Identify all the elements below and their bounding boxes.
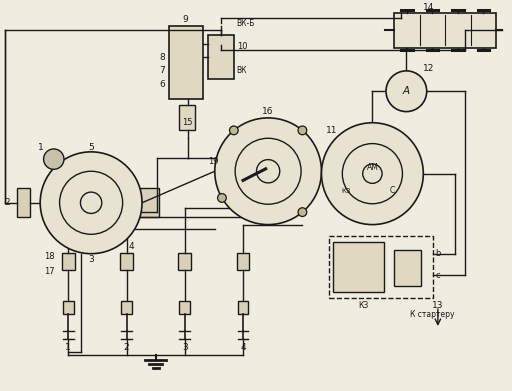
Text: КЗ: КЗ <box>358 301 369 310</box>
Bar <box>329 236 433 298</box>
Circle shape <box>298 208 307 217</box>
Text: 5: 5 <box>88 143 94 152</box>
Text: c: c <box>435 271 440 280</box>
Text: 13: 13 <box>432 301 443 310</box>
Text: 17: 17 <box>45 267 55 276</box>
Text: 12: 12 <box>423 64 435 73</box>
Bar <box>178 253 191 270</box>
Text: К стартеру: К стартеру <box>410 310 455 319</box>
Bar <box>394 13 496 48</box>
Text: 1: 1 <box>66 343 71 352</box>
Circle shape <box>215 118 322 224</box>
Bar <box>394 250 421 286</box>
Bar <box>179 105 196 130</box>
Text: 11: 11 <box>326 126 338 135</box>
Text: ВК-Б: ВК-Б <box>237 19 255 28</box>
Text: 9: 9 <box>183 15 188 25</box>
Bar <box>169 26 203 99</box>
Text: 10: 10 <box>237 41 247 50</box>
Bar <box>63 301 74 314</box>
Circle shape <box>386 71 426 111</box>
Text: 19: 19 <box>208 157 219 166</box>
Bar <box>121 301 132 314</box>
Text: 14: 14 <box>423 3 435 12</box>
Bar <box>62 253 75 270</box>
Circle shape <box>322 123 423 224</box>
Circle shape <box>298 126 307 135</box>
Text: А: А <box>403 86 410 96</box>
Text: 4: 4 <box>129 242 134 251</box>
Text: 15: 15 <box>182 118 193 127</box>
Circle shape <box>44 149 64 169</box>
Text: 2: 2 <box>124 343 130 352</box>
Text: 7: 7 <box>159 66 165 75</box>
Bar <box>238 301 248 314</box>
Text: С: С <box>389 186 394 195</box>
Text: b: b <box>435 249 441 258</box>
Bar <box>133 188 159 217</box>
Text: 6: 6 <box>159 81 165 90</box>
Text: 3: 3 <box>182 343 187 352</box>
Text: 16: 16 <box>262 107 274 116</box>
Text: 8: 8 <box>159 53 165 62</box>
Bar <box>179 301 190 314</box>
Text: 3: 3 <box>88 255 94 264</box>
Bar <box>333 242 383 292</box>
Text: ВК: ВК <box>237 66 247 75</box>
Text: 2: 2 <box>5 198 10 207</box>
Text: АМ: АМ <box>367 163 378 172</box>
Circle shape <box>229 126 238 135</box>
Bar <box>17 188 31 217</box>
Bar <box>120 253 133 270</box>
Circle shape <box>40 152 142 254</box>
Text: КЗ: КЗ <box>341 188 350 194</box>
Text: 4: 4 <box>240 343 246 352</box>
Bar <box>207 36 234 79</box>
Bar <box>237 253 249 270</box>
Text: 18: 18 <box>45 252 55 261</box>
Text: 1: 1 <box>38 143 44 152</box>
Circle shape <box>218 194 226 202</box>
